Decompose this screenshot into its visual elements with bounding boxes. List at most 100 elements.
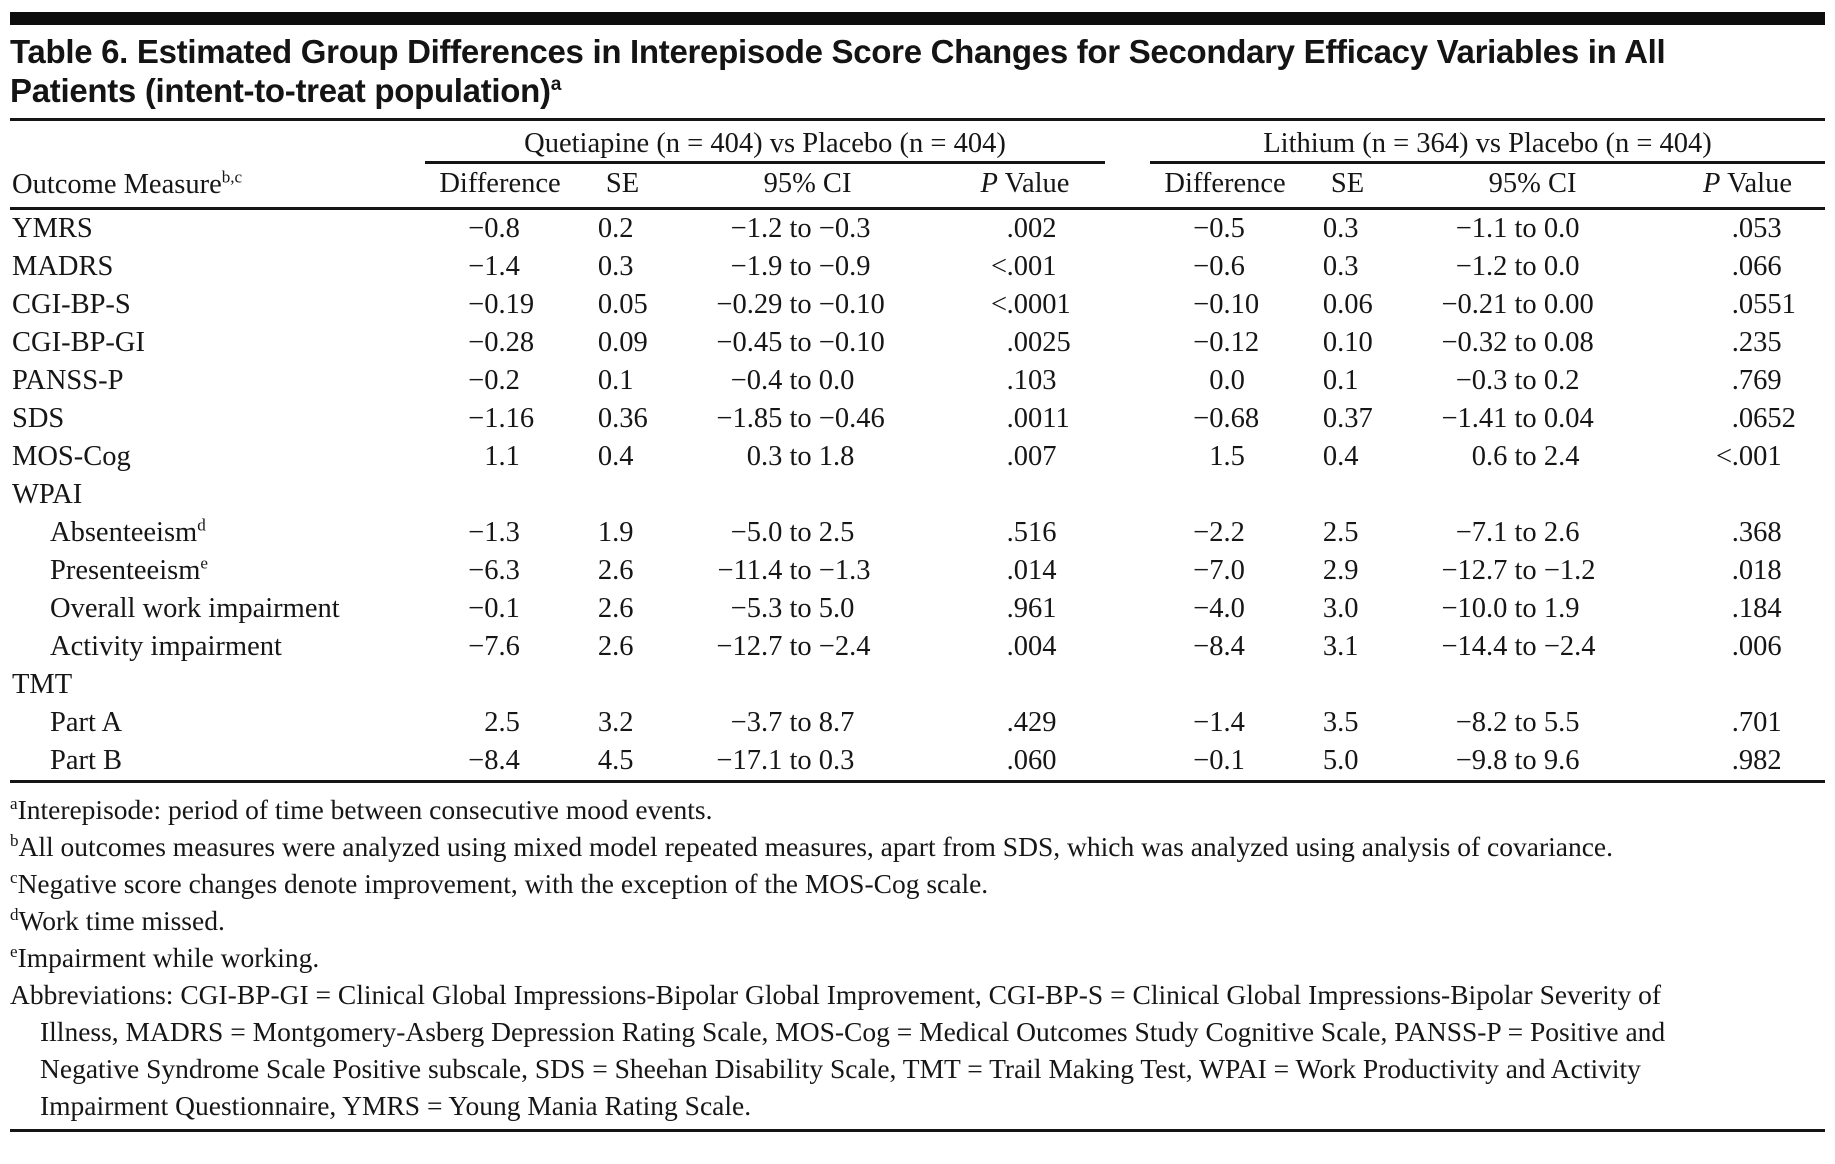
value-cell: .103 [1006, 365, 1057, 396]
value-cell [1150, 666, 1300, 704]
value-cell: −8.4 [425, 742, 575, 783]
value-cell: −0.8 [468, 213, 520, 244]
value-cell: 0.10 [1322, 327, 1373, 358]
value-cell: 3.0 [1322, 593, 1359, 624]
value-cell: 0.06 [1322, 289, 1373, 320]
value-cell: .0551 [1731, 289, 1796, 320]
value-cell: 4.5 [575, 742, 670, 783]
data-row: MADRS −1.4 0.3 −1.9 to −0.9 <.001 −0.6 0.3 −1.2… [10, 248, 1825, 286]
data-row: YMRS −0.8 0.2 −1.2 to −0.3 .002 −0.5 0.3 −1.1 t… [10, 209, 1825, 249]
table-title-line2: Patients (intent-to-treat population) [10, 72, 551, 109]
footnote-b: bAll outcomes measures were analyzed usi… [10, 830, 1613, 862]
group-gap [1105, 209, 1150, 249]
group-gap [1105, 400, 1150, 438]
value-cell: 0.3 to 1.8 [746, 441, 855, 472]
value-cell: −14.4 to −2.4 [1441, 631, 1596, 662]
outcome-label: WPAI [12, 479, 83, 510]
col-header-p-value: P Value [945, 162, 1106, 210]
outcome-label: Part A [50, 707, 123, 738]
col-header-se: SE [1300, 162, 1396, 210]
value-cell: .0011 [1006, 403, 1070, 434]
value-cell: −1.3 [468, 517, 520, 548]
data-row: Part B −8.4 4.5 −17.1 to 0.3.060 −0.1 5.0 −9.8… [10, 742, 1826, 783]
value-cell: 5.0 [1300, 742, 1396, 783]
outcome-label: MADRS [12, 251, 114, 282]
table-title-line1: Table 6. Estimated Group Differences in … [10, 33, 1666, 70]
group-gap [1105, 248, 1150, 286]
value-cell: −0.10 [1193, 289, 1260, 320]
data-row: Absenteeismd −1.3 1.9 −5.0 to 2.5 .516 −2.2 2.… [10, 514, 1825, 552]
value-cell: −0.1 [468, 593, 520, 624]
col-header-difference: Difference [425, 162, 575, 210]
group-gap [1105, 286, 1150, 324]
value-cell: 0.3 [1322, 213, 1359, 244]
value-cell: −1.9 to −0.9 [730, 251, 871, 282]
value-cell: −1.2 to 0.0 [1455, 251, 1580, 282]
value-cell: −10.0 to 1.9 [1441, 593, 1580, 624]
value-cell: −0.1 [1150, 742, 1301, 783]
title-footnote-marker: a [550, 74, 562, 95]
data-row: CGI-BP-GI −0.28 0.09 −0.45 to −0.10 .0025 −0.… [10, 324, 1825, 362]
value-cell [945, 476, 1105, 514]
value-cell: −0.68 [1193, 403, 1260, 434]
outcome-label: Overall work impairment [50, 593, 340, 624]
value-cell: −0.19 [468, 289, 535, 320]
value-cell: 1.5 [1209, 441, 1245, 472]
value-cell: .006 [1731, 631, 1782, 662]
value-cell: .0025 [1006, 327, 1071, 358]
data-row: MOS-Cog 1.1 0.4 0.3 to 1.8 .007 1.5 0.4 0.6 to … [10, 438, 1825, 476]
value-cell: 1.1 [484, 441, 520, 472]
outcome-label: Activity impairment [50, 631, 282, 662]
value-cell: 0.09 [597, 327, 648, 358]
value-cell: −5.3 to 5.0 [730, 593, 855, 624]
value-cell: .066 [1731, 251, 1782, 282]
group-gap [1105, 742, 1151, 783]
value-cell: 0.37 [1322, 403, 1373, 434]
value-cell [1300, 666, 1395, 704]
value-cell: −0.12 [1193, 327, 1260, 358]
value-cell: .429 [1006, 707, 1057, 738]
section-row: TMT [10, 666, 1825, 704]
value-cell: −0.45 to −0.10 [716, 327, 885, 358]
value-cell: 0.36 [597, 403, 648, 434]
value-cell: −9.8 to 9.6 [1395, 742, 1671, 783]
data-row: Overall work impairment −0.1 2.6 −5.3 to 5.… [10, 590, 1825, 628]
value-cell: −1.85 to −0.46 [716, 403, 885, 434]
footnotes-block: aInterepisode: period of time between co… [10, 791, 1710, 1124]
group-gap [1105, 590, 1150, 628]
value-cell [575, 666, 670, 704]
value-cell: −2.2 [1193, 517, 1245, 548]
group-gap [1105, 362, 1150, 400]
data-row: CGI-BP-S −0.19 0.05 −0.29 to −0.10 <.0001 −0.… [10, 286, 1825, 324]
value-cell: −5.0 to 2.5 [730, 517, 855, 548]
value-cell: .982 [1670, 742, 1826, 783]
section-row: WPAI [10, 476, 1825, 514]
outcome-label: YMRS [12, 213, 93, 244]
value-cell [670, 666, 945, 704]
value-cell [1150, 476, 1300, 514]
value-cell: <.0001 [991, 289, 1071, 320]
value-cell: 0.6 to 2.4 [1471, 441, 1580, 472]
results-table: Outcome Measureb,c Quetiapine (n = 404) … [10, 121, 1826, 783]
value-cell: 2.9 [1322, 555, 1359, 586]
outcome-label: CGI-BP-S [12, 289, 131, 320]
outcome-label: MOS-Cog [12, 441, 131, 472]
value-cell: −1.1 to 0.0 [1455, 213, 1580, 244]
value-cell: .961 [1006, 593, 1057, 624]
value-cell: 2.6 [597, 593, 634, 624]
value-cell: 0.05 [597, 289, 648, 320]
value-cell: .007 [1006, 441, 1057, 472]
value-cell: 0.3 [1322, 251, 1359, 282]
value-cell: −0.5 [1193, 213, 1245, 244]
value-cell: −4.0 [1193, 593, 1245, 624]
value-cell: −3.7 to 8.7 [730, 707, 855, 738]
group-gap [1105, 438, 1150, 476]
value-cell [1670, 476, 1825, 514]
title-divider [10, 118, 1825, 121]
value-cell: −11.4 to −1.3 [717, 555, 871, 586]
group-header-lithium: Lithium (n = 364) vs Placebo (n = 404) [1150, 121, 1826, 164]
value-cell: .184 [1731, 593, 1782, 624]
data-row: PANSS-P −0.2 0.1 −0.4 to 0.0 .103 0.0 0.1 −0.3 … [10, 362, 1825, 400]
value-cell [425, 666, 575, 704]
group-gap [1105, 666, 1150, 704]
